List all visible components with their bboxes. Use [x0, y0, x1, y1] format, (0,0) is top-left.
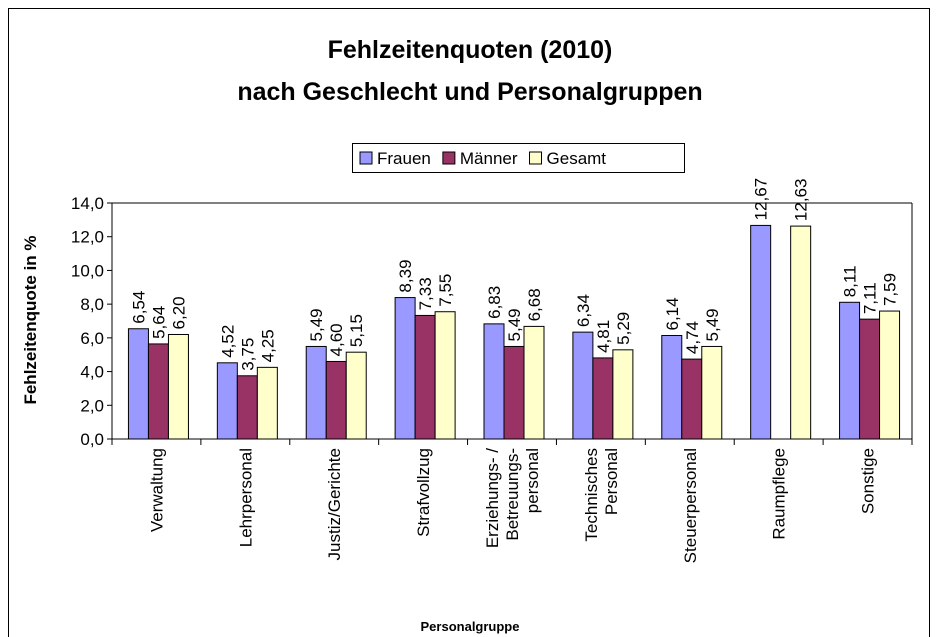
bar — [147, 343, 169, 440]
legend-label: Frauen — [377, 149, 431, 168]
value-label: 5,29 — [614, 312, 633, 345]
y-tick-label: 14,0 — [71, 194, 104, 213]
x-tick-label: Steuerpersonal — [681, 448, 700, 563]
legend-swatch — [529, 151, 543, 165]
bar — [305, 345, 327, 440]
chart-subtitle: nach Geschlecht und Personalgruppen — [237, 78, 702, 106]
y-tick-label: 12,0 — [71, 228, 104, 247]
x-tick-label: Raumpflege — [770, 448, 789, 540]
y-tick-label: 0,0 — [80, 430, 104, 449]
bar — [572, 331, 594, 440]
x-tick-label: Strafvollzug — [414, 448, 433, 537]
bar — [216, 362, 238, 440]
value-label: 5,15 — [347, 314, 366, 347]
bar — [394, 297, 416, 440]
bar — [790, 225, 812, 440]
value-label: 7,59 — [881, 273, 900, 306]
bar — [523, 325, 545, 440]
x-tick-label: Erziehungs- /Betreuungs-personal — [483, 448, 542, 548]
value-label: 8,39 — [396, 259, 415, 292]
value-label: 4,74 — [683, 321, 702, 354]
value-label: 4,25 — [258, 329, 277, 362]
value-label: 4,60 — [327, 323, 346, 356]
value-label: 6,14 — [663, 297, 682, 330]
bar — [612, 349, 634, 440]
value-label: 3,75 — [238, 338, 257, 371]
bar — [503, 345, 525, 440]
value-label: 8,11 — [841, 265, 860, 297]
value-label: 7,33 — [416, 277, 435, 310]
y-tick-label: 2,0 — [80, 396, 104, 415]
bar — [256, 366, 278, 440]
x-tick-label: Lehrpersonal — [236, 448, 255, 547]
bar — [750, 224, 772, 440]
value-label: 5,49 — [307, 308, 326, 341]
legend-swatch — [359, 151, 373, 165]
value-label: 5,64 — [149, 306, 168, 339]
value-label: 12,67 — [752, 178, 771, 221]
value-label: 5,49 — [703, 308, 722, 341]
bar — [236, 375, 258, 440]
y-axis-label: Fehlzeitenquote in % — [21, 235, 40, 404]
x-tick-label: Justiz/Gerichte — [325, 448, 344, 560]
bar — [661, 334, 683, 440]
bar — [839, 301, 861, 440]
value-label: 4,52 — [218, 325, 237, 358]
bar — [414, 314, 436, 440]
value-label: 6,68 — [525, 288, 544, 321]
y-tick-label: 8,0 — [80, 295, 104, 314]
legend-label: Männer — [460, 149, 518, 168]
value-label: 12,63 — [792, 179, 811, 222]
value-label: 6,83 — [485, 286, 504, 319]
value-label: 6,20 — [169, 296, 188, 329]
value-label: 4,81 — [594, 320, 613, 353]
bar — [325, 360, 347, 440]
legend-label: Gesamt — [547, 149, 607, 168]
bar — [483, 323, 505, 440]
value-label: 6,34 — [574, 294, 593, 327]
bar — [879, 310, 901, 440]
value-label: 7,11 — [861, 282, 880, 314]
value-label: 5,49 — [505, 308, 524, 341]
chart-title: Fehlzeitenquoten (2010) — [328, 36, 613, 64]
x-tick-label: Verwaltung — [147, 448, 166, 532]
legend-box — [352, 143, 685, 173]
bar — [127, 328, 149, 440]
y-tick-label: 10,0 — [71, 261, 104, 280]
bar — [592, 357, 614, 440]
value-label: 7,55 — [436, 274, 455, 307]
bar — [701, 345, 723, 440]
y-tick-label: 4,0 — [80, 363, 104, 382]
bar — [681, 358, 703, 440]
x-tick-label: TechnischesPersonal — [582, 448, 621, 542]
x-axis-label: Personalgruppe — [421, 619, 520, 634]
bar — [167, 333, 189, 440]
y-tick-label: 6,0 — [80, 329, 104, 348]
x-tick-label: Sonstige — [859, 448, 878, 514]
value-label: 6,54 — [129, 291, 148, 324]
legend-swatch — [442, 151, 456, 165]
bar — [859, 318, 881, 440]
bar — [434, 311, 456, 440]
bar — [345, 351, 367, 440]
